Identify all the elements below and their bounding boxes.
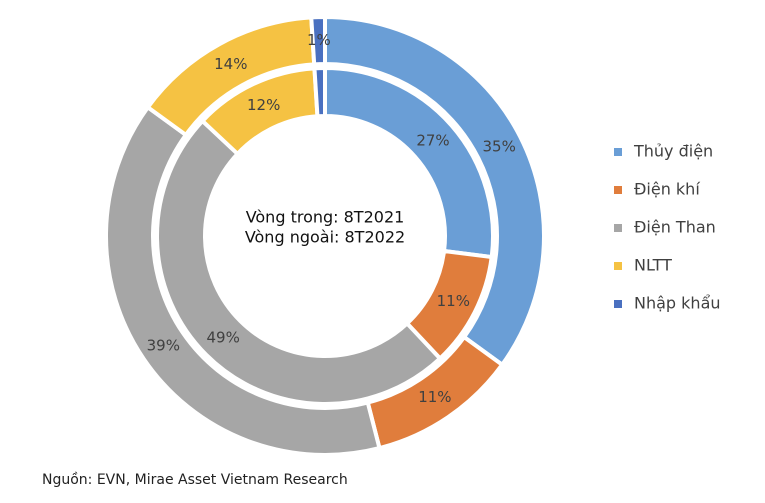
data-label: 14% [214,55,247,73]
data-label: 11% [418,388,451,406]
data-label: 35% [483,138,516,156]
source: Nguồn: EVN, Mirae Asset Vietnam Research [42,471,348,488]
center-text: Vòng trong: 8T2021 [246,208,405,227]
data-label: 49% [207,328,240,346]
legend-swatch [614,224,622,232]
legend-label: Thủy điện [633,142,713,161]
center-text: Vòng ngoài: 8T2022 [245,228,405,247]
data-label: 27% [416,131,449,149]
legend-swatch [614,300,622,308]
legend-swatch [614,186,622,194]
legend-label: NLTT [634,256,672,275]
data-label: 11% [437,292,470,310]
donut-slice [309,14,327,67]
donut-slice [104,104,382,457]
legend-label: Nhập khẩu [634,294,721,313]
data-label: 1% [307,31,331,49]
legend-swatch [614,262,622,270]
data-label: 39% [147,336,180,354]
legend-label: Điện khí [634,180,700,199]
donut-slice [155,118,443,406]
legend-label: Điện Than [634,218,716,237]
legend-swatch [614,148,622,156]
data-label: 12% [247,96,280,114]
donut-slice [312,65,327,119]
donut-slice [323,14,546,368]
